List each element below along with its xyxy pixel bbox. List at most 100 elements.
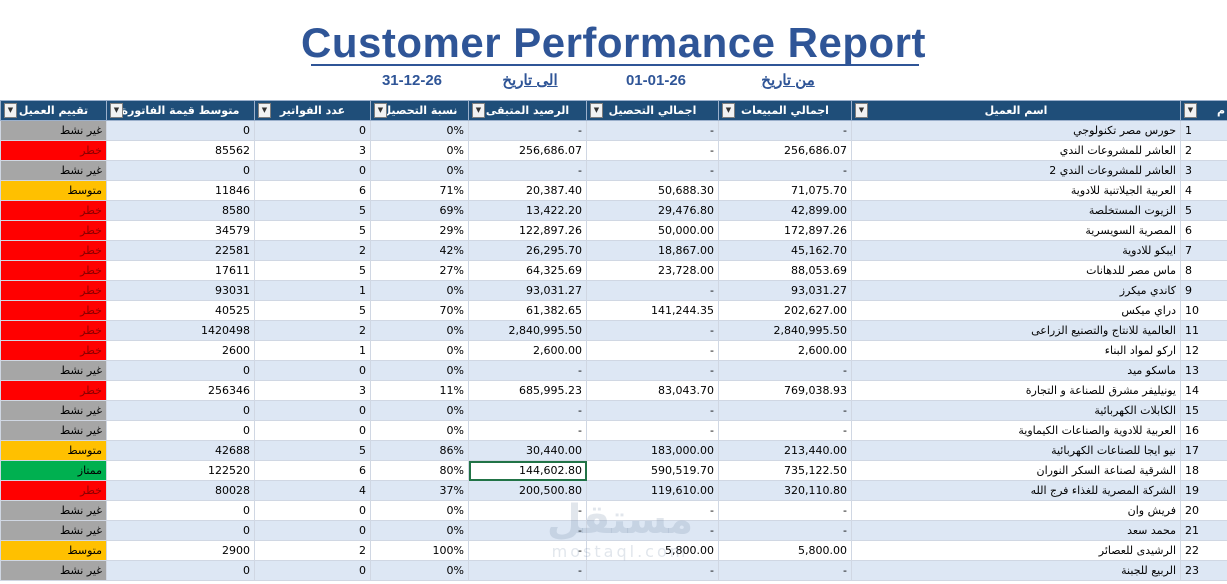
cell-rating[interactable]: خطر [0, 240, 107, 261]
cell-collection-ratio[interactable]: 86% [370, 440, 469, 461]
cell-collection-ratio[interactable]: 0% [370, 160, 469, 181]
cell-customer-name[interactable]: ماس مصر للدهانات [851, 260, 1181, 281]
cell-index[interactable]: 22 [1180, 540, 1227, 561]
cell-avg-invoice[interactable]: 0 [106, 160, 255, 181]
cell-invoice-count[interactable]: 0 [254, 520, 371, 541]
cell-sales[interactable]: - [718, 560, 852, 581]
cell-customer-name[interactable]: الربيع للجبنة [851, 560, 1181, 581]
cell-balance[interactable]: 2,840,995.50 [468, 320, 587, 341]
cell-invoice-count[interactable]: 1 [254, 340, 371, 361]
table-row[interactable]: غير نشط 0 0 0% - - - فريش وان 20 [0, 500, 1227, 521]
cell-invoice-count[interactable]: 3 [254, 380, 371, 401]
cell-invoice-count[interactable]: 5 [254, 200, 371, 221]
cell-collected[interactable]: - [586, 420, 719, 441]
cell-collected[interactable]: - [586, 360, 719, 381]
cell-customer-name[interactable]: المصرية السويسرية [851, 220, 1181, 241]
cell-collection-ratio[interactable]: 0% [370, 140, 469, 161]
cell-customer-name[interactable]: العاشر للمشروعات الندي [851, 140, 1181, 161]
cell-rating[interactable]: غير نشط [0, 360, 107, 381]
cell-index[interactable]: 23 [1180, 560, 1227, 581]
cell-avg-invoice[interactable]: 0 [106, 560, 255, 581]
cell-avg-invoice[interactable]: 256346 [106, 380, 255, 401]
cell-sales[interactable]: 769,038.93 [718, 380, 852, 401]
cell-collected[interactable]: - [586, 400, 719, 421]
cell-invoice-count[interactable]: 2 [254, 320, 371, 341]
cell-invoice-count[interactable]: 5 [254, 300, 371, 321]
cell-rating[interactable]: غير نشط [0, 560, 107, 581]
cell-avg-invoice[interactable]: 40525 [106, 300, 255, 321]
cell-avg-invoice[interactable]: 22581 [106, 240, 255, 261]
cell-invoice-count[interactable]: 0 [254, 560, 371, 581]
cell-collected[interactable]: - [586, 120, 719, 141]
cell-balance[interactable]: 256,686.07 [468, 140, 587, 161]
cell-balance[interactable]: 30,440.00 [468, 440, 587, 461]
cell-collected[interactable]: - [586, 520, 719, 541]
cell-collected[interactable]: - [586, 560, 719, 581]
cell-balance[interactable]: 20,387.40 [468, 180, 587, 201]
col-header-avg[interactable]: ▼ متوسط قيمة الفاتورة [106, 100, 255, 121]
cell-avg-invoice[interactable]: 80028 [106, 480, 255, 501]
cell-rating[interactable]: غير نشط [0, 520, 107, 541]
cell-rating[interactable]: خطر [0, 480, 107, 501]
cell-collected[interactable]: - [586, 140, 719, 161]
filter-dropdown-icon[interactable]: ▼ [374, 103, 387, 118]
table-row[interactable]: غير نشط 0 0 0% - - - الربيع للجبنة 23 [0, 560, 1227, 581]
filter-dropdown-icon[interactable]: ▼ [258, 103, 271, 118]
cell-customer-name[interactable]: الشرقية لصناعة السكر النوران [851, 460, 1181, 481]
cell-collected[interactable]: 50,000.00 [586, 220, 719, 241]
cell-collected[interactable]: 23,728.00 [586, 260, 719, 281]
cell-rating[interactable]: خطر [0, 340, 107, 361]
table-row[interactable]: متوسط 11846 6 71% 20,387.40 50,688.30 71,075.7… [0, 180, 1227, 201]
cell-balance[interactable]: 26,295.70 [468, 240, 587, 261]
cell-collection-ratio[interactable]: 70% [370, 300, 469, 321]
cell-index[interactable]: 1 [1180, 120, 1227, 141]
cell-rating[interactable]: متوسط [0, 440, 107, 461]
cell-collection-ratio[interactable]: 80% [370, 460, 469, 481]
cell-collection-ratio[interactable]: 0% [370, 420, 469, 441]
cell-collected[interactable]: 141,244.35 [586, 300, 719, 321]
cell-balance[interactable]: 144,602.80 [468, 460, 587, 481]
cell-rating[interactable]: خطر [0, 320, 107, 341]
cell-collected[interactable]: 18,867.00 [586, 240, 719, 261]
table-row[interactable]: ممتاز 122520 6 80% 144,602.80 590,519.70 735,1… [0, 460, 1227, 481]
table-row[interactable]: غير نشط 0 0 0% - - - العربية للادوية والصناعات … [0, 420, 1227, 441]
filter-dropdown-icon[interactable]: ▼ [855, 103, 868, 118]
table-row[interactable]: خطر 256346 3 11% 685,995.23 83,043.70 769,038.… [0, 380, 1227, 401]
cell-balance[interactable]: 685,995.23 [468, 380, 587, 401]
cell-sales[interactable]: - [718, 120, 852, 141]
cell-collected[interactable]: - [586, 160, 719, 181]
cell-index[interactable]: 17 [1180, 440, 1227, 461]
cell-index[interactable]: 21 [1180, 520, 1227, 541]
cell-index[interactable]: 10 [1180, 300, 1227, 321]
table-row[interactable]: خطر 1420498 2 0% 2,840,995.50-2,840,995.50 ال… [0, 320, 1227, 341]
cell-customer-name[interactable]: ماسكو ميد [851, 360, 1181, 381]
cell-rating[interactable]: خطر [0, 380, 107, 401]
col-header-rating[interactable]: ▼ تقييم العميل [0, 100, 107, 121]
from-date-value[interactable]: 01-01-26 [625, 72, 687, 89]
cell-sales[interactable]: 735,122.50 [718, 460, 852, 481]
table-row[interactable]: غير نشط 0 0 0% - - - الكابلات الكهربائية 15 [0, 400, 1227, 421]
cell-invoice-count[interactable]: 6 [254, 180, 371, 201]
cell-invoice-count[interactable]: 0 [254, 360, 371, 381]
cell-customer-name[interactable]: العالمية للانتاج والتصنيع الزراعى [851, 320, 1181, 341]
cell-balance[interactable]: 93,031.27 [468, 280, 587, 301]
cell-collected[interactable]: 83,043.70 [586, 380, 719, 401]
cell-balance[interactable]: - [468, 360, 587, 381]
table-row[interactable]: خطر 22581 2 42% 26,295.70 18,867.00 45,162.70 ا… [0, 240, 1227, 261]
filter-dropdown-icon[interactable]: ▼ [4, 103, 17, 118]
cell-sales[interactable]: 71,075.70 [718, 180, 852, 201]
cell-customer-name[interactable]: فريش وان [851, 500, 1181, 521]
cell-collection-ratio[interactable]: 69% [370, 200, 469, 221]
cell-collected[interactable]: 5,800.00 [586, 540, 719, 561]
cell-invoice-count[interactable]: 2 [254, 240, 371, 261]
cell-customer-name[interactable]: العربية الجيلاتنية للادوية [851, 180, 1181, 201]
cell-sales[interactable]: - [718, 360, 852, 381]
cell-sales[interactable]: 2,600.00 [718, 340, 852, 361]
cell-customer-name[interactable]: العربية للادوية والصناعات الكيماوية [851, 420, 1181, 441]
cell-rating[interactable]: خطر [0, 220, 107, 241]
cell-collected[interactable]: - [586, 320, 719, 341]
cell-sales[interactable]: 93,031.27 [718, 280, 852, 301]
cell-collection-ratio[interactable]: 0% [370, 360, 469, 381]
table-row[interactable]: غير نشط 0 0 0% - - - ماسكو ميد 13 [0, 360, 1227, 381]
cell-rating[interactable]: غير نشط [0, 120, 107, 141]
